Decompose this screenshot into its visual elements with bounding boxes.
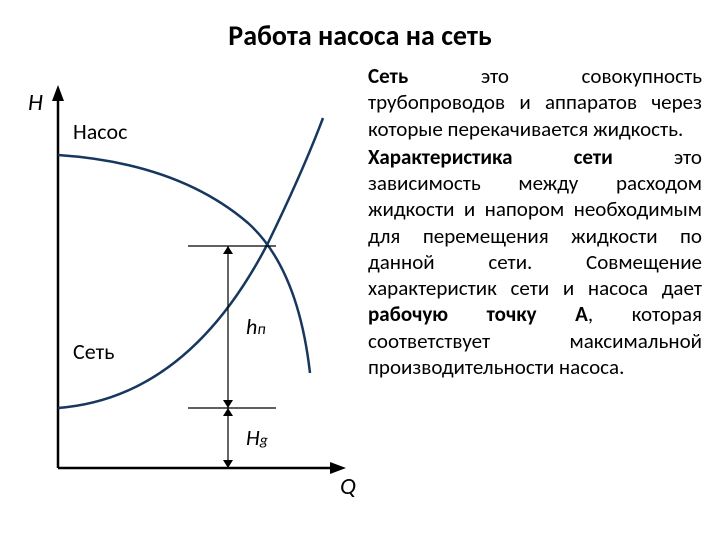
chart-area: H Q Насос Сеть hп Hg <box>18 63 358 508</box>
pump-curve-label: Насос <box>73 118 127 145</box>
paragraph-network-def: Сеть это совокупность трубопроводов и ап… <box>368 63 702 142</box>
content-row: H Q Насос Сеть hп Hg Сеть это совокупнос… <box>0 63 720 508</box>
y-axis-label: H <box>28 88 43 117</box>
hp-label: hп <box>246 313 266 340</box>
x-axis-label: Q <box>340 472 356 501</box>
description-text: Сеть это совокупность трубопроводов и ап… <box>358 63 702 508</box>
pump-network-chart <box>18 63 358 503</box>
hg-label: Hg <box>246 424 268 451</box>
page-title: Работа насоса на сеть <box>0 0 720 63</box>
network-curve-label: Сеть <box>73 338 114 365</box>
paragraph-characteristic: Характеристика сети это зависимость межд… <box>368 144 702 380</box>
